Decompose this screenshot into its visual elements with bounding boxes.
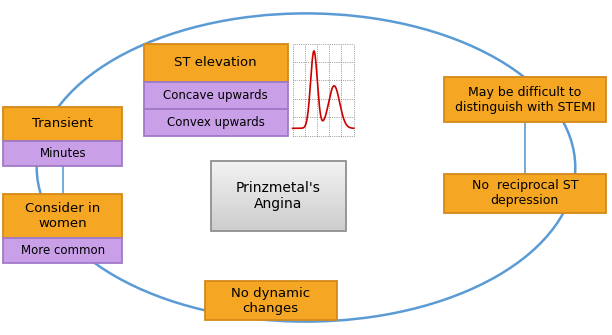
FancyBboxPatch shape (444, 174, 606, 213)
FancyBboxPatch shape (144, 82, 288, 109)
FancyBboxPatch shape (144, 109, 288, 136)
Text: More common: More common (21, 244, 105, 257)
FancyBboxPatch shape (3, 194, 122, 238)
FancyBboxPatch shape (3, 141, 122, 166)
FancyBboxPatch shape (3, 107, 122, 141)
Text: Minutes: Minutes (39, 147, 86, 160)
Text: Convex upwards: Convex upwards (167, 116, 264, 129)
Text: No  reciprocal ST
depression: No reciprocal ST depression (471, 180, 578, 207)
Text: No dynamic
changes: No dynamic changes (231, 287, 310, 315)
Text: Consider in
women: Consider in women (25, 202, 100, 230)
Text: ST elevation: ST elevation (174, 56, 257, 69)
FancyBboxPatch shape (144, 44, 288, 82)
Text: May be difficult to
distinguish with STEMI: May be difficult to distinguish with STE… (455, 86, 595, 114)
Text: Transient: Transient (32, 118, 93, 130)
FancyBboxPatch shape (444, 77, 606, 122)
Text: Prinzmetal's
Angina: Prinzmetal's Angina (236, 181, 321, 211)
FancyBboxPatch shape (205, 281, 337, 320)
FancyBboxPatch shape (3, 238, 122, 263)
Text: Concave upwards: Concave upwards (163, 89, 268, 102)
